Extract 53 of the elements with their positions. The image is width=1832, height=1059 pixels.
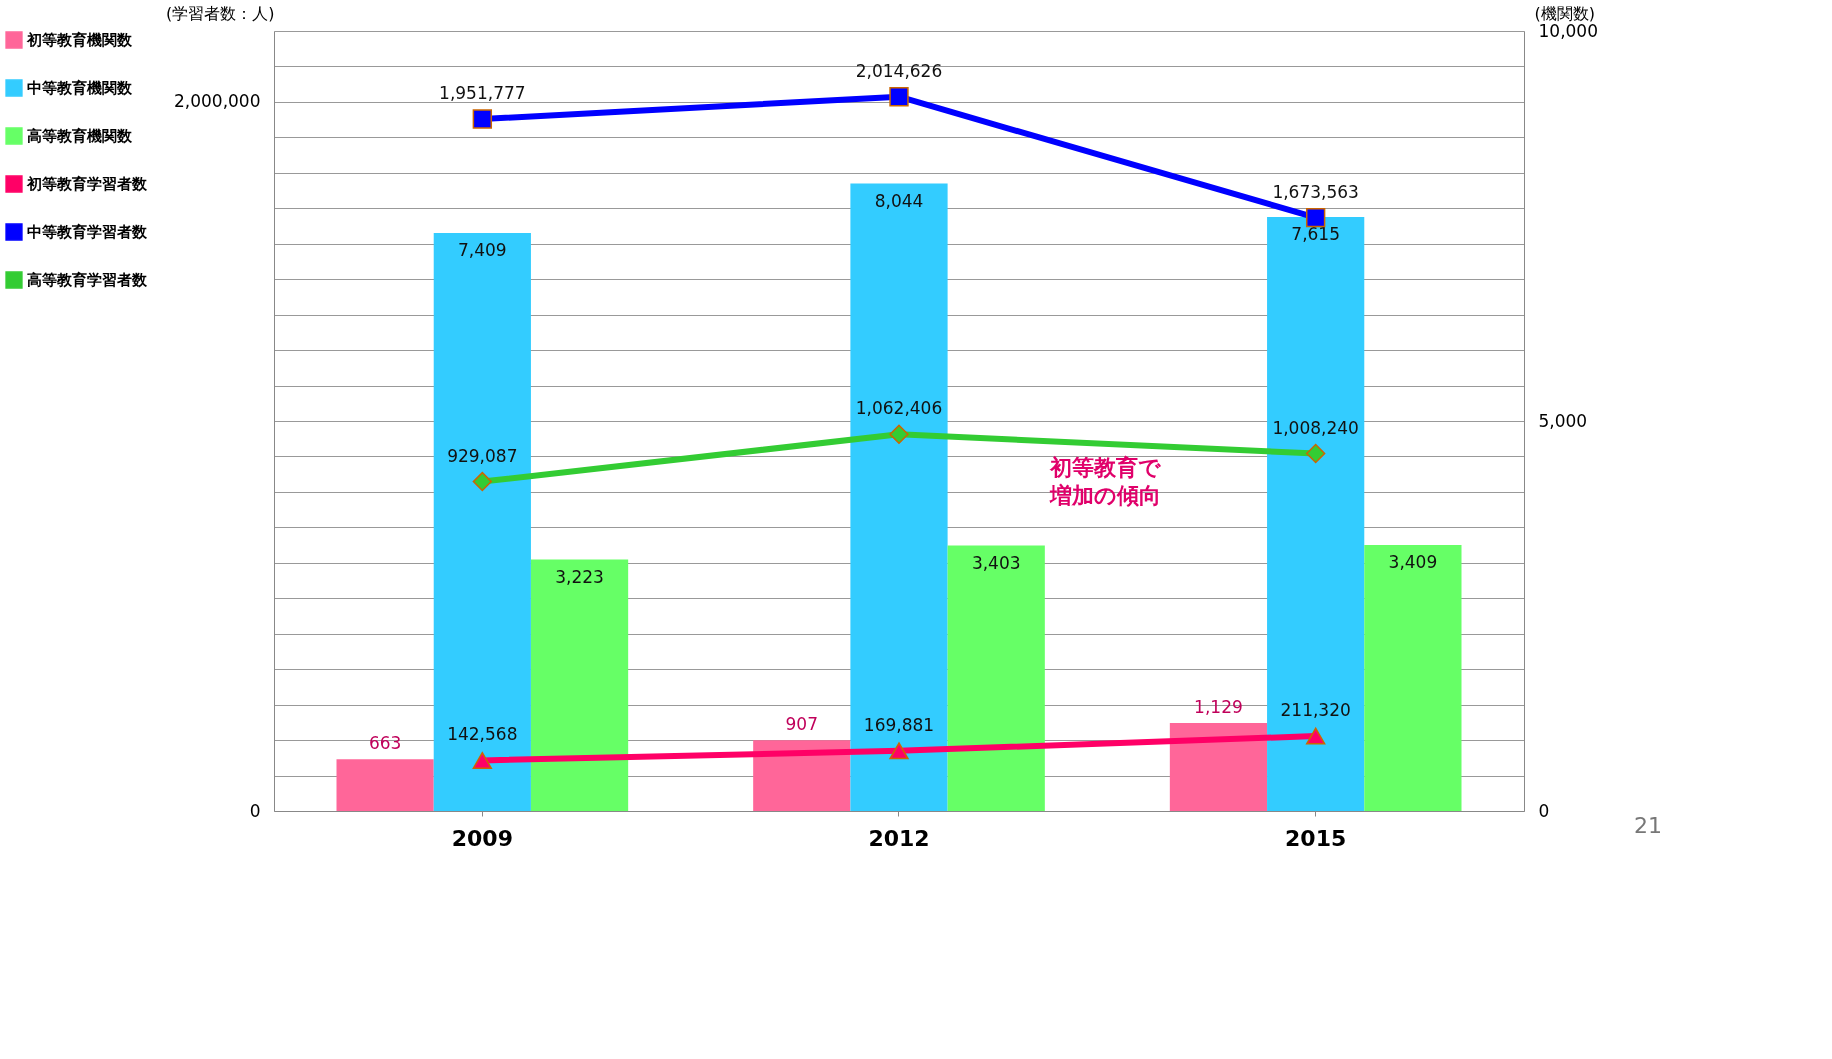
data-label: 211,320 [1280,700,1351,721]
x-tick-label: 2015 [1285,825,1347,851]
y-tick-label: 2,000,000 [173,91,261,112]
data-label: 1,673,563 [1272,181,1359,202]
point [889,87,909,107]
point [472,471,493,492]
point [472,109,493,129]
y2-axis-title: (機関数) [1534,3,1595,23]
x-tick-label: 2012 [868,825,930,851]
data-label: 142,568 [447,724,518,745]
data-label: 663 [368,733,402,754]
data-label: 3,223 [555,566,604,587]
data-label: 7,615 [1291,224,1340,245]
bar [753,740,851,811]
y2-tick-label: 0 [1538,800,1550,821]
data-label: 1,129 [1194,696,1243,717]
bar [530,559,629,811]
data-label: 2,014,626 [855,60,943,81]
point [1305,443,1326,464]
point [1305,727,1326,745]
point [472,751,493,769]
data-label: 1,951,777 [439,83,526,104]
legend-label: 中等教育学習者数 [27,223,148,241]
legend-label: 高等教育学習者数 [27,271,148,289]
y2-tick-label: 5,000 [1538,410,1588,431]
data-label: 169,881 [863,714,935,735]
bar [850,183,948,811]
data-label: 1,008,240 [1272,417,1359,438]
bar [1267,217,1365,811]
y-axis-title: (学習者数：人) [166,3,275,23]
bar [1364,545,1462,811]
legend-label: 高等教育機関数 [27,127,133,145]
point [889,742,909,760]
legend-label: 初等教育機関数 [26,31,133,49]
x-tick-label: 2009 [451,825,513,851]
data-label: 907 [785,714,818,735]
bar [433,233,531,811]
text: 21 [1634,813,1662,838]
annotation: 増加の傾向 [1048,482,1161,508]
bar [1169,722,1268,811]
point [889,424,909,445]
point [1305,207,1326,228]
data-label: 3,403 [971,552,1021,573]
legend-label: 中等教育機関数 [27,79,133,97]
data-label: 7,409 [458,240,507,261]
legend-label: 初等教育学習者数 [26,175,148,193]
data-label: 8,044 [874,190,924,211]
data-label: 929,087 [447,445,518,466]
annotation: 初等教育で [1048,454,1161,480]
data-label: 1,062,406 [855,398,943,419]
data-label: 3,409 [1388,552,1438,573]
bar [947,545,1045,811]
bar [336,759,434,811]
